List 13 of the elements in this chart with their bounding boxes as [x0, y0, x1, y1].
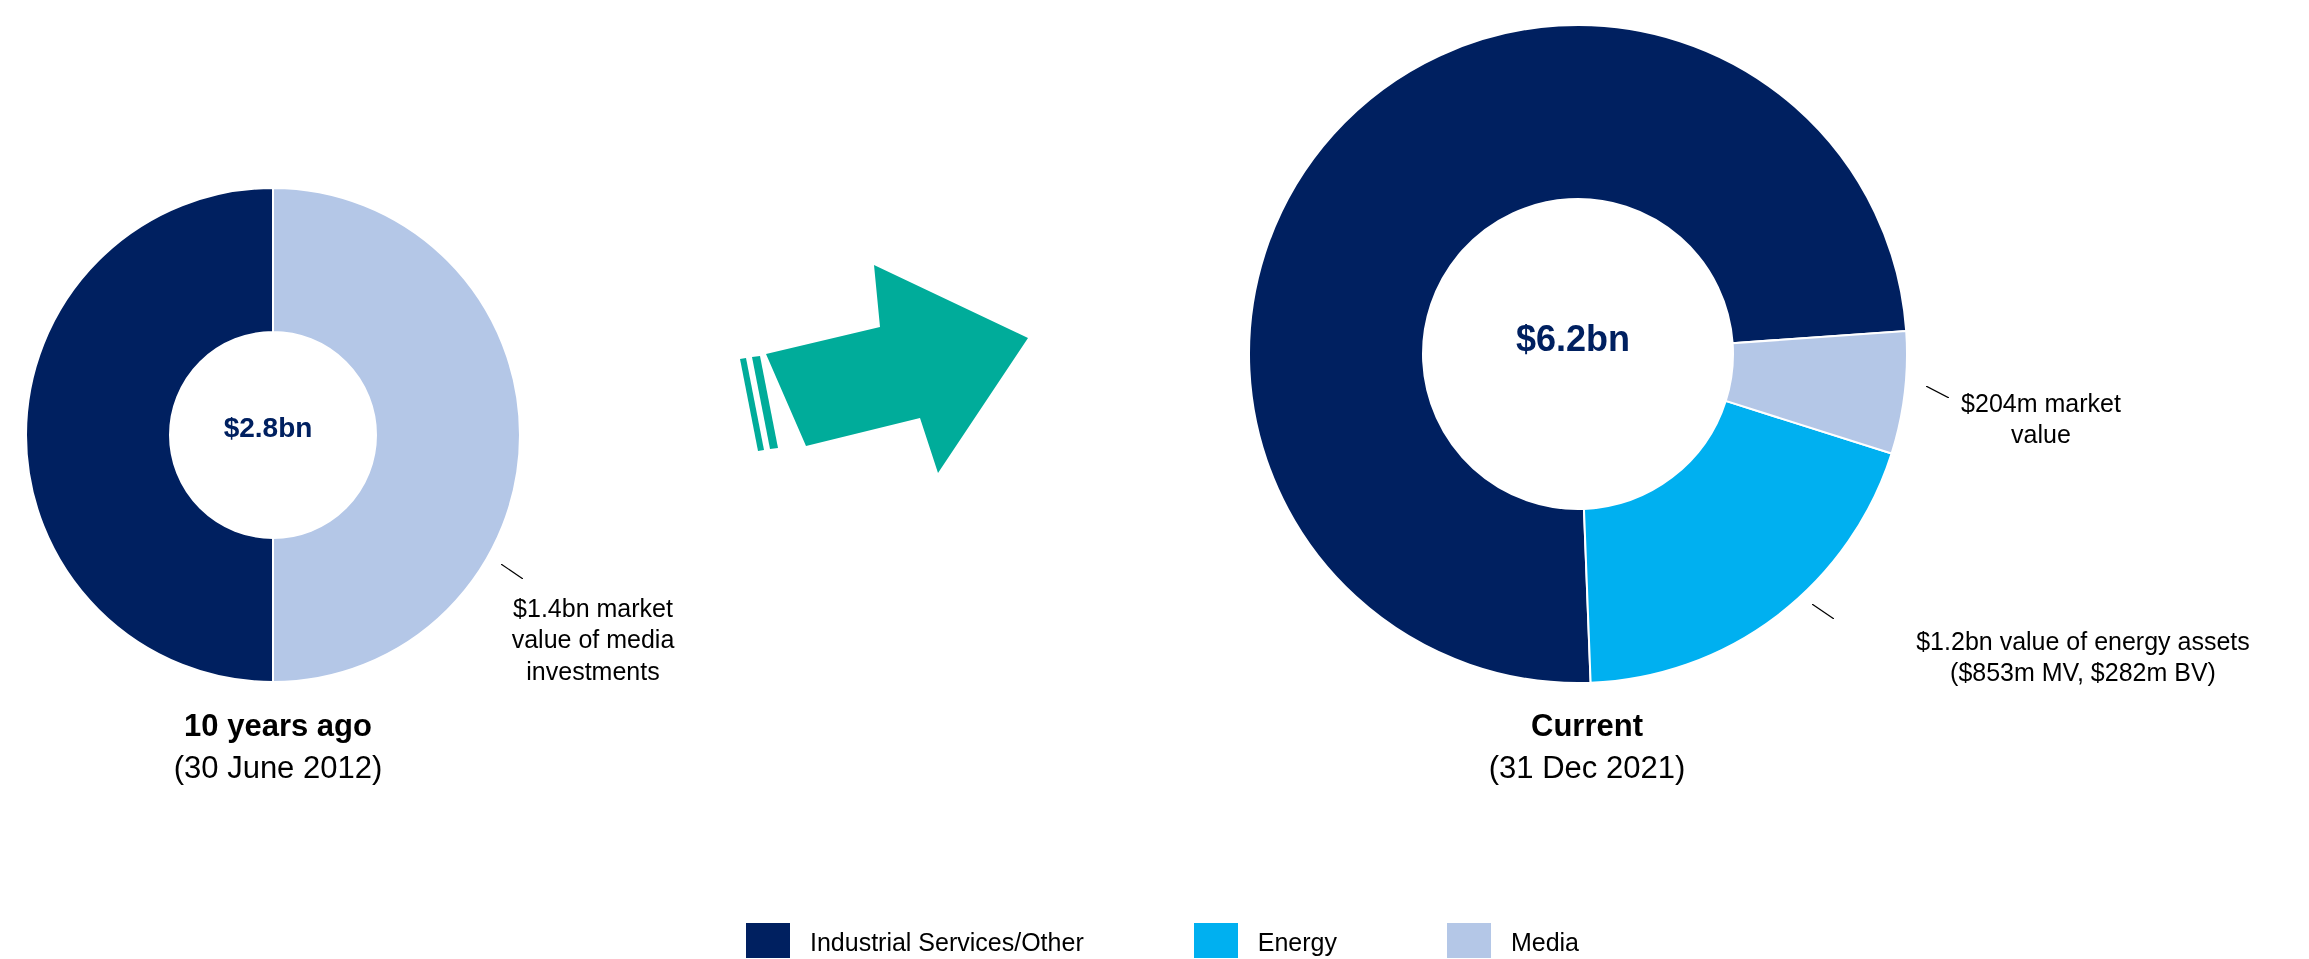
- text: Current: [1530, 708, 1644, 744]
- text: (31 Dec 2021): [1487, 750, 1687, 786]
- text: $204m market value: [1960, 388, 2122, 451]
- text: (30 June 2012): [172, 750, 384, 786]
- donut-slice: [1248, 24, 1908, 684]
- legend-label: Media: [1510, 927, 1580, 957]
- text: $2.8bn: [222, 412, 314, 444]
- text: $1.4bn market value of media investments: [510, 593, 676, 687]
- text: $1.2bn value of energy assets ($853m MV, $282m BV): [1915, 626, 2251, 689]
- text: $6.2bn: [1514, 318, 1631, 360]
- text: 10 years ago: [183, 708, 373, 744]
- legend-label: Energy: [1257, 927, 1337, 957]
- legend-label: Industrial Services/Other: [809, 927, 1084, 957]
